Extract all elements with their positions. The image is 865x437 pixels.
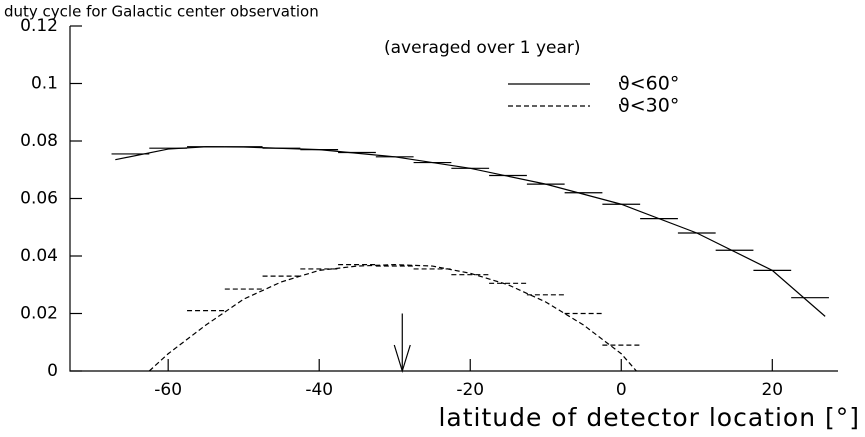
x-tick-label: -40	[305, 380, 333, 400]
arrow-head	[393, 344, 411, 374]
y-tick-label: 0.06	[20, 189, 58, 209]
y-tick-label: 0.08	[20, 131, 58, 151]
subtitle: (averaged over 1 year)	[384, 38, 581, 58]
x-axis-label: latitude of detector location [°]	[438, 403, 860, 432]
y-tick-label: 0.02	[20, 304, 58, 324]
y-tick-label: 0.12	[20, 16, 58, 36]
x-tick-label: 0	[616, 380, 627, 400]
chart-title: duty cycle for Galactic center observati…	[4, 3, 319, 21]
x-tick-label: -20	[456, 380, 484, 400]
y-tick-label: 0.1	[31, 74, 58, 94]
x-tick-label: -60	[154, 380, 182, 400]
curve	[148, 264, 637, 372]
curve	[115, 146, 826, 317]
y-tick-label: 0	[47, 361, 58, 381]
y-tick-label: 0.04	[20, 246, 58, 266]
legend-label: ϑ<30°	[618, 95, 679, 117]
legend-label: ϑ<60°	[618, 73, 679, 95]
x-tick-label: 20	[761, 380, 783, 400]
axes	[69, 26, 838, 372]
